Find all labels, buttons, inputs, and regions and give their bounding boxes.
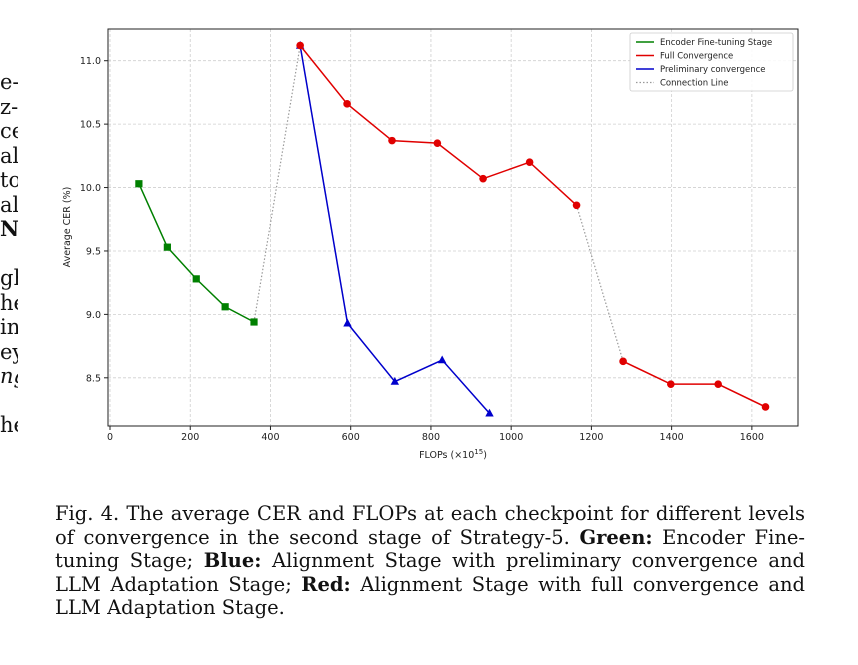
legend-label: Connection Line	[660, 79, 729, 89]
full-convergence-point	[761, 403, 770, 411]
x-tick-label: 800	[422, 432, 440, 443]
x-tick-label: 1200	[579, 432, 603, 443]
axis-ticks: 0 200 400 600 800 1000 1200 1400 1600 8.5 9.0 9.5 10…	[80, 56, 764, 443]
left-column-fragment: to	[0, 168, 18, 192]
caption-red-label: Red:	[301, 572, 351, 596]
full-convergence-point	[479, 174, 487, 183]
plot-frame	[107, 28, 799, 427]
left-column-fragment: ce	[0, 119, 18, 143]
full-convergence-point	[388, 136, 396, 145]
x-axis-label: FLOPs (×1015)	[419, 448, 487, 461]
left-column-fragment: in	[0, 315, 18, 339]
caption-green-text: Encoder Fine-tuning Stage;	[55, 525, 806, 573]
x-tick-label: 1600	[740, 432, 764, 443]
legend-label: Full Convergence	[660, 52, 733, 62]
full-convergence-point	[619, 357, 627, 366]
caption-blue-text: Alignment Stage with preliminary converg…	[55, 549, 805, 596]
full-convergence-point	[572, 201, 581, 210]
encoder-fine-tuning-stage-point	[192, 275, 200, 283]
full-convergence-point	[296, 41, 304, 50]
encoder-fine-tuning-stage-point	[250, 318, 258, 326]
series-layer	[135, 40, 770, 417]
left-column-fragment: ey	[0, 339, 18, 364]
x-tick-label: 1400	[660, 432, 684, 443]
caption-red-text: Alignment Stage with full convergence an…	[55, 572, 805, 620]
caption-blue-label: Blue:	[203, 549, 262, 572]
legend: Encoder Fine-tuning Stage Full Convergenc…	[629, 32, 794, 92]
full-convergence-point	[714, 380, 722, 388]
cer-flops-chart: 0 200 400 600 800 1000 1200 1400 1600 8.5 9.0 9.5 10…	[62, 28, 799, 461]
left-column-fragment: ng	[0, 364, 18, 388]
full-convergence-line	[622, 360, 766, 408]
x-axis-label-suffix: )	[483, 450, 487, 461]
x-tick-label: 0	[107, 432, 113, 443]
y-tick-label: 9.5	[86, 246, 101, 257]
x-tick-label: 1000	[499, 432, 523, 443]
left-column-fragment: al	[0, 192, 18, 217]
y-tick-label: 10.0	[80, 183, 101, 194]
preliminary-convergence-point	[485, 408, 494, 417]
y-axis-label: Average CER (%)	[62, 187, 73, 268]
left-column-fragment: al	[0, 143, 18, 168]
legend-label: Preliminary convergence	[660, 65, 765, 75]
encoder-fine-tuning-stage-point	[163, 243, 171, 251]
x-tick-label: 600	[342, 432, 360, 443]
y-tick-label: 11.0	[80, 56, 101, 67]
caption-prefix: Fig. 4. The average CER and FLOPs at eac…	[55, 502, 805, 549]
x-axis-label-exponent: 15	[474, 448, 483, 456]
preliminary-convergence-point	[343, 318, 352, 327]
full-convergence-point	[667, 380, 675, 388]
figure-caption: Fig. 4. The average CER and FLOPs at eac…	[55, 502, 805, 620]
y-tick-label: 10.5	[80, 120, 101, 131]
x-tick-label: 200	[181, 432, 199, 443]
preliminary-convergence-point	[437, 355, 447, 364]
y-tick-label: 9.0	[86, 310, 101, 321]
encoder-fine-tuning-stage-point	[221, 303, 229, 311]
connection-line-line	[575, 205, 624, 362]
full-convergence-point	[433, 139, 442, 147]
preliminary-convergence-point	[390, 377, 400, 385]
left-column-fragment: z-	[0, 94, 18, 119]
caption-green-label: Green:	[579, 525, 653, 549]
connection-line-line	[253, 45, 301, 323]
left-column-fragment: N:	[0, 216, 18, 241]
encoder-fine-tuning-stage-point	[135, 180, 143, 188]
full-convergence-point	[343, 100, 351, 108]
legend-box	[629, 32, 794, 92]
legend-label: Encoder Fine-tuning Stage	[660, 38, 772, 48]
y-tick-label: 8.5	[86, 373, 101, 384]
x-tick-label: 400	[261, 432, 279, 443]
left-column-fragment: gh	[0, 266, 18, 290]
full-convergence-point	[525, 158, 534, 166]
left-column-fragment: e-	[0, 70, 18, 94]
plot-area	[108, 29, 798, 426]
left-column-fragment: he	[0, 413, 18, 437]
left-column-fragment: he	[0, 290, 18, 315]
